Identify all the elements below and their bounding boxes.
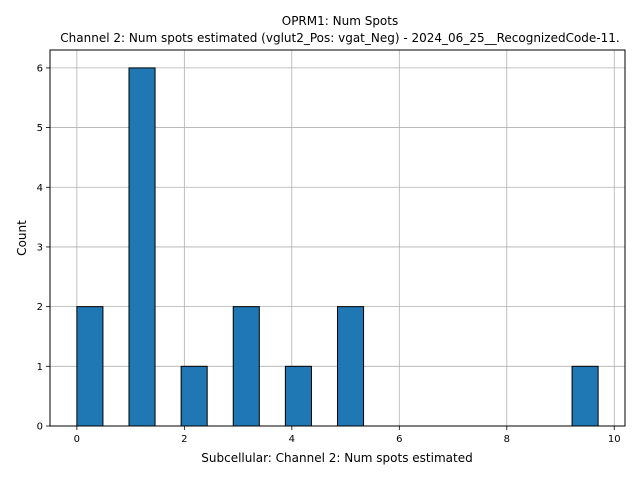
histogram-bar [284,365,312,427]
x-axis-label: Subcellular: Channel 2: Num spots estima… [201,451,472,465]
histogram-bar [76,306,104,427]
y-tick-label: 4 [37,183,43,194]
x-tick-label: 10 [608,434,621,445]
y-tick-label: 0 [37,422,43,433]
bars [76,67,599,427]
y-tick-label: 5 [37,123,43,134]
y-axis-label: Count [15,220,29,256]
histogram-bar [180,365,208,427]
x-tick-label: 8 [504,434,510,445]
histogram-bar [128,67,156,427]
x-tick-label: 4 [289,434,295,445]
histogram-bar [232,306,260,427]
x-tick-label: 2 [181,434,187,445]
ticks: 0 2 4 6 8 10 0 1 2 3 4 5 6 [37,63,621,445]
y-tick-label: 1 [37,362,43,373]
y-tick-label: 6 [37,63,43,74]
x-tick-label: 6 [396,434,402,445]
histogram-bar [571,365,599,427]
y-tick-label: 3 [37,242,43,253]
plot-frame [49,49,626,427]
histogram-bar [337,306,365,427]
chart-title: OPRM1: Num Spots [282,14,398,28]
x-tick-label: 0 [74,434,80,445]
chart-subtitle: Channel 2: Num spots estimated (vglut2_P… [60,31,619,45]
y-tick-label: 2 [37,302,43,313]
